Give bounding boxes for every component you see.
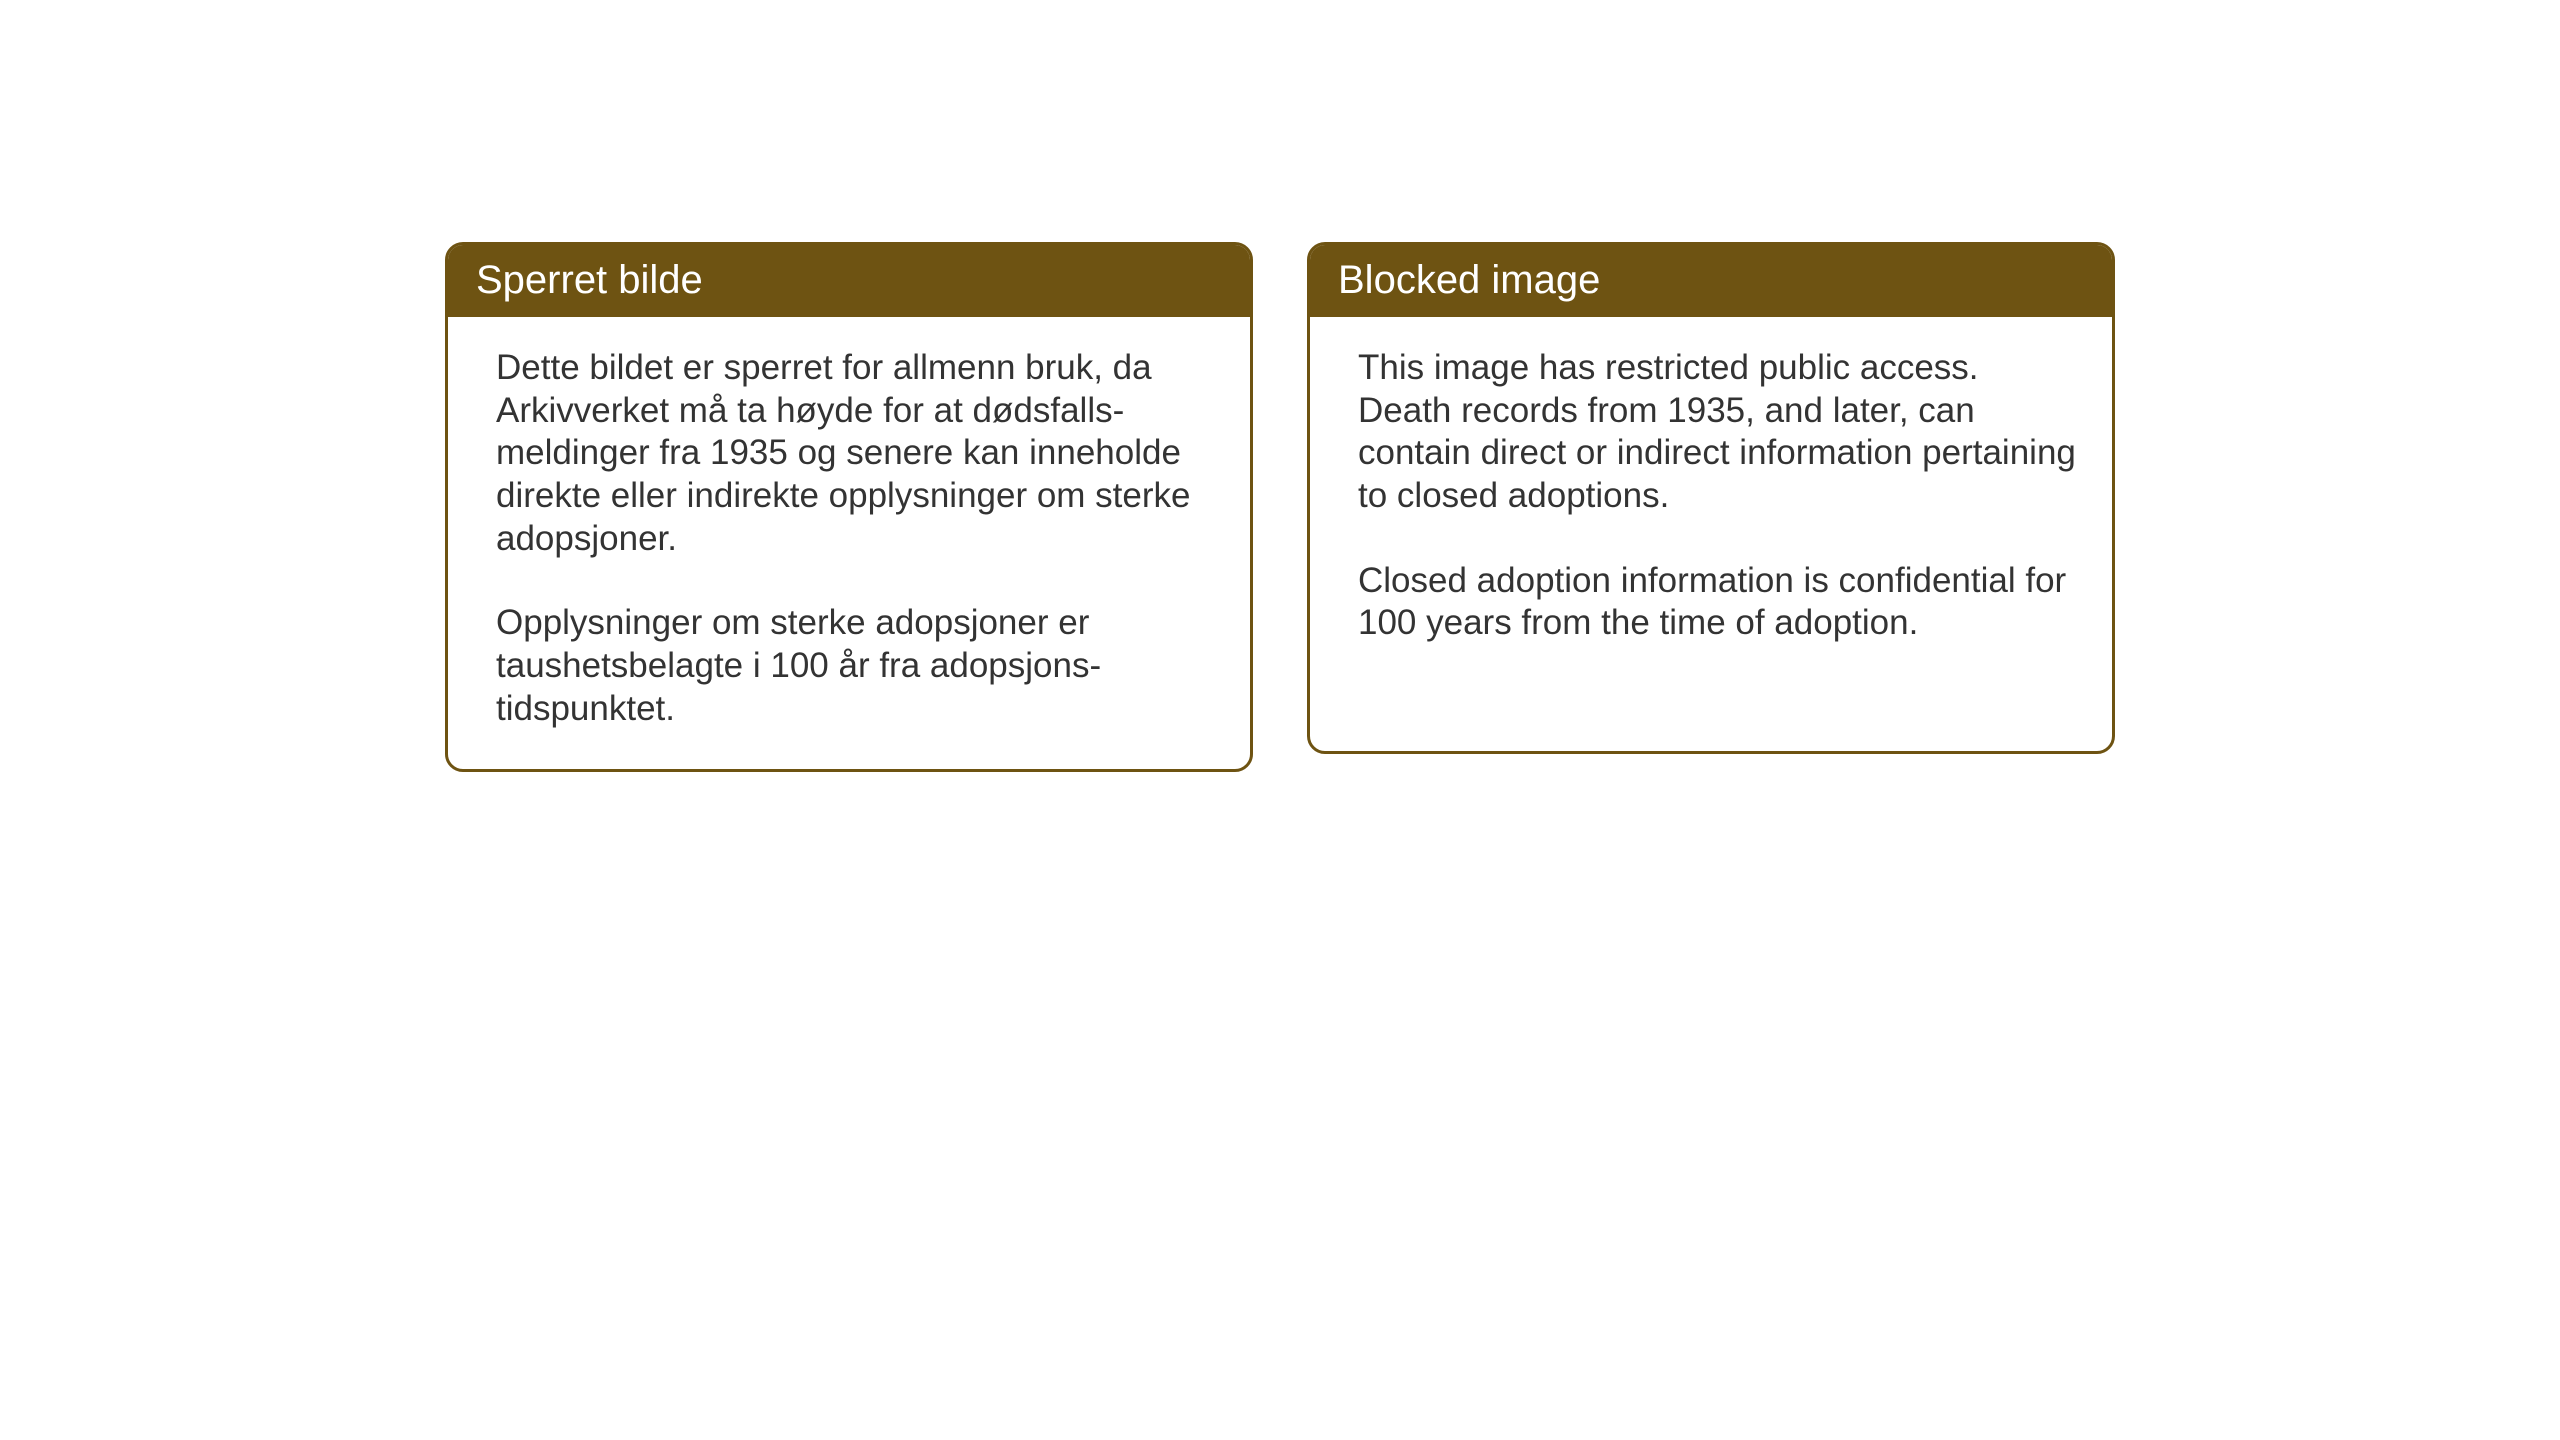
english-para-1: This image has restricted public access.…: [1358, 347, 2080, 518]
norwegian-para-1: Dette bildet er sperret for allmenn bruk…: [496, 347, 1218, 560]
english-notice-title: Blocked image: [1310, 245, 2112, 317]
english-para-2: Closed adoption information is confident…: [1358, 560, 2080, 645]
norwegian-para-2: Opplysninger om sterke adopsjoner er tau…: [496, 602, 1218, 730]
norwegian-notice-title: Sperret bilde: [448, 245, 1250, 317]
norwegian-notice-body: Dette bildet er sperret for allmenn bruk…: [448, 317, 1250, 769]
norwegian-notice-box: Sperret bilde Dette bildet er sperret fo…: [445, 242, 1253, 772]
english-notice-box: Blocked image This image has restricted …: [1307, 242, 2115, 754]
notice-container: Sperret bilde Dette bildet er sperret fo…: [0, 0, 2560, 772]
english-notice-body: This image has restricted public access.…: [1310, 317, 2112, 683]
